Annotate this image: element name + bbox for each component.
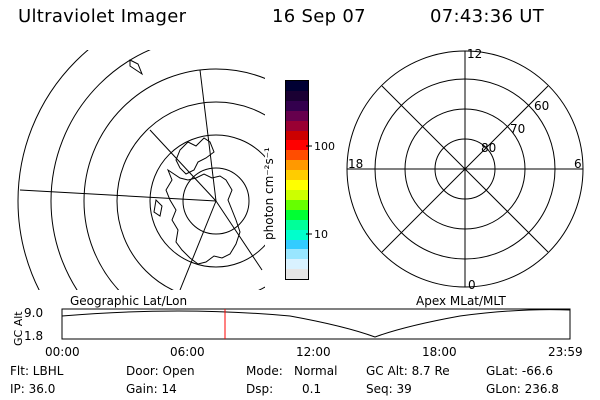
altitude-ytick: 9.0: [24, 306, 43, 320]
mode-value: Normal: [294, 364, 338, 378]
colorbar-swatch: [286, 229, 308, 240]
mlat-label-70: 70: [510, 122, 525, 136]
colorbar-swatch: [286, 90, 308, 101]
colorbar-swatch: [286, 269, 308, 280]
dsp-value: 0.1: [302, 382, 322, 396]
dsp-label: Dsp:: [246, 382, 274, 396]
geo-latitude: GLat: -66.6: [486, 364, 553, 378]
mlat-label-80: 80: [481, 141, 496, 155]
ip-status: IP: 36.0: [10, 382, 56, 396]
instrument-title: Ultraviolet Imager: [18, 6, 187, 27]
observation-date: 16 Sep 07: [272, 6, 366, 27]
geo-longitude: GLon: 236.8: [486, 382, 559, 396]
altitude-plot-frame: [61, 308, 571, 340]
colorbar-swatch: [286, 140, 308, 151]
mlat-label-60: 60: [534, 99, 549, 113]
time-tick: 23:59: [548, 345, 583, 359]
mlt-label-18: 18: [348, 157, 363, 171]
mlt-label-12: 12: [467, 47, 482, 61]
colorbar-swatch: [286, 259, 308, 270]
apex-panel-label: Apex MLat/MLT: [416, 294, 506, 308]
mlt-label-0: 0: [468, 278, 476, 292]
altitude-ylabel: GC Alt: [12, 311, 25, 346]
coastline: [153, 198, 163, 217]
time-tick: 06:00: [170, 345, 205, 359]
colorbar-swatch: [286, 120, 308, 131]
altitude-ytick: 1.8: [24, 329, 43, 343]
coastline: [175, 137, 215, 175]
time-tick: 18:00: [422, 345, 457, 359]
geo-lat-circle: [149, 134, 265, 268]
mlt-diagonal: [381, 85, 549, 253]
colorbar-swatch: [286, 81, 308, 91]
colorbar-swatch: [286, 180, 308, 190]
time-tick: 12:00: [296, 345, 331, 359]
altitude-timeline: GC Alt 9.0 1.8 00:00 06:00 12:00 18:00 2…: [12, 306, 583, 359]
geo-meridian: [19, 189, 217, 202]
geo-lat-circle: [17, 50, 89, 290]
mode-label: Mode:: [246, 364, 283, 378]
filter-status: Flt: LBHL: [10, 364, 64, 378]
geo-meridian: [179, 200, 217, 290]
colorbar-swatch: [286, 110, 308, 121]
intensity-colorbar: [285, 80, 309, 280]
colorbar-swatch: [286, 249, 308, 260]
colorbar-swatch: [286, 209, 308, 220]
colorbar-swatch: [286, 160, 308, 171]
geo-lat-circle: [50, 50, 151, 290]
colorbar-tick-label: 10: [314, 228, 328, 241]
colorbar-swatch: [286, 239, 308, 250]
colorbar-swatch: [286, 219, 308, 230]
geo-meridian: [149, 129, 217, 202]
coastline: [165, 168, 241, 265]
colorbar-swatch: [286, 150, 308, 161]
altitude-curve: [61, 309, 571, 338]
door-status: Door: Open: [126, 364, 195, 378]
colorbar-swatch: [286, 170, 308, 181]
colorbar-swatch: [286, 189, 308, 200]
apex-polar-plot: 12 18 6 0 80 70 60: [346, 47, 584, 292]
colorbar-tick-label: 100: [314, 140, 335, 153]
observation-time: 07:43:36 UT: [430, 6, 545, 27]
gain-status: Gain: 14: [126, 382, 177, 396]
geo-panel-label: Geographic Lat/Lon: [70, 294, 188, 308]
colorbar-swatch: [286, 100, 308, 111]
geo-lat-circle: [116, 101, 265, 290]
geographic-map-panel: [17, 50, 265, 290]
colorbar-ticks: 100 10: [306, 140, 335, 241]
coastline: [129, 59, 144, 76]
colorbar-swatch: [286, 199, 308, 210]
colorbar-swatch: [286, 130, 308, 141]
mlt-label-6: 6: [574, 157, 582, 171]
gc-altitude: GC Alt: 8.7 Re: [366, 364, 450, 378]
sequence-number: Seq: 39: [366, 382, 412, 396]
colorbar-unit-label: photon cm⁻²s⁻¹: [262, 147, 276, 240]
geo-meridian: [199, 69, 217, 202]
geo-lat-circle: [182, 167, 250, 235]
time-tick: 00:00: [45, 345, 80, 359]
geo-lat-circle: [83, 68, 265, 290]
